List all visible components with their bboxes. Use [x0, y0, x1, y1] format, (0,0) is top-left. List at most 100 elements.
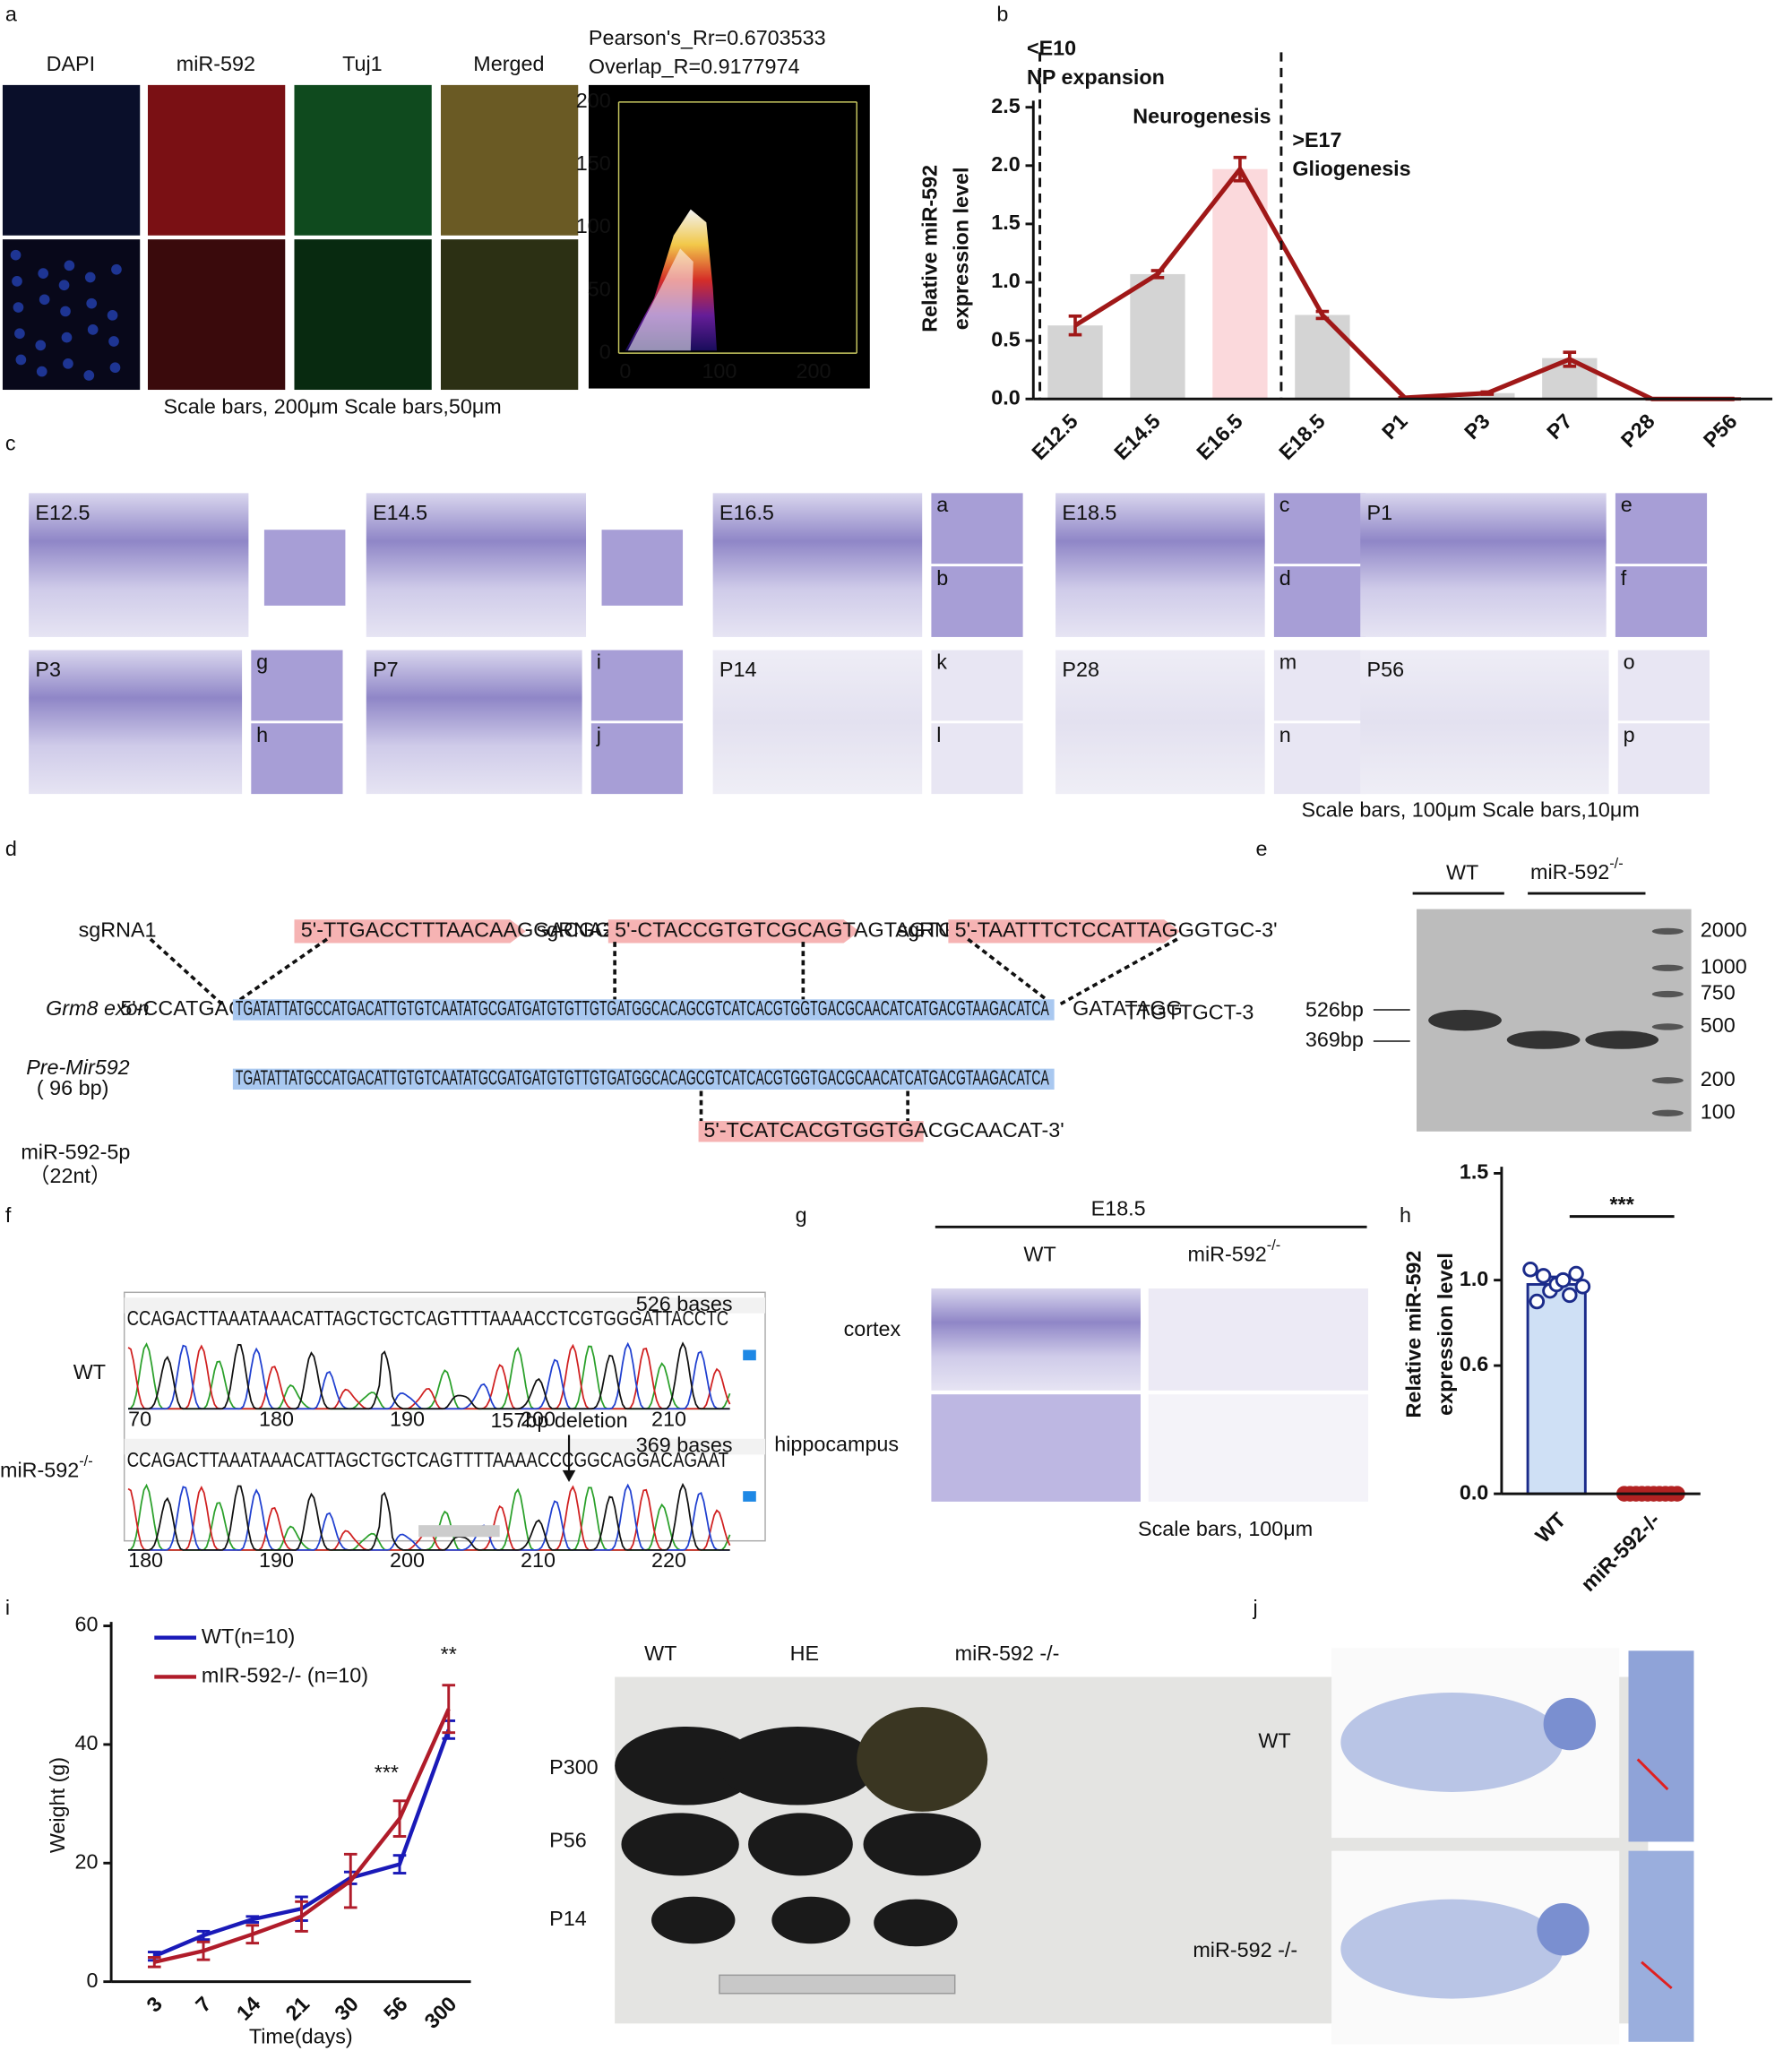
x-axis-label: Time(days) — [249, 2025, 353, 2048]
ladder-label: 200 — [1701, 1067, 1736, 1090]
row-label: P14 — [549, 1907, 587, 1930]
ladder-band — [1651, 964, 1684, 971]
gel-band — [1506, 1030, 1581, 1049]
inset-letter: h — [256, 723, 268, 746]
sgrna-name: sgRNA2 — [537, 918, 615, 942]
image — [294, 239, 432, 391]
y-axis-label: expression level — [950, 168, 973, 331]
error-bar — [196, 1940, 211, 1961]
significance: ** — [441, 1642, 457, 1666]
mouse — [857, 1707, 988, 1812]
flank: TTGTTGCT-3 — [1124, 1001, 1254, 1024]
nucleus — [13, 302, 24, 313]
nucleus — [35, 340, 47, 351]
x-tick-label: P28 — [1616, 409, 1659, 452]
panel-label: g — [796, 1203, 807, 1227]
exon-seq: TGATATTATGCCATGACATTGTGTCAATATGCGATGATGT… — [236, 996, 1049, 1020]
legend-label: WT(n=10) — [202, 1624, 295, 1648]
panel-label: c — [5, 432, 16, 455]
section-image — [1148, 1288, 1368, 1391]
annotation: 157bp deletion — [490, 1409, 627, 1432]
stage-label: E18.5 — [1091, 1197, 1146, 1220]
channel-label: Tuj1 — [342, 52, 383, 75]
label: miR-592-/- — [0, 1453, 93, 1481]
y-tick-label: 1.5 — [991, 211, 1020, 234]
inset-image — [1273, 650, 1366, 721]
legend-label: mIR-592-/- (n=10) — [202, 1664, 368, 1687]
row-label: miR-592 -/- — [1193, 1938, 1297, 1961]
panel-label: i — [5, 1596, 10, 1619]
exon-seq: TGATATTATGCCATGACATTGTGTCAATATGCGATGATGT… — [236, 1066, 1049, 1090]
x-tick-label: 56 — [379, 1992, 412, 2025]
sgrna-seq: 5'-TTGACCTTTAACAAGGACGG-3' — [301, 918, 634, 942]
brain — [1340, 1693, 1564, 1792]
inset-image — [590, 650, 684, 721]
error-bar — [392, 1799, 407, 1838]
panel-label: a — [5, 3, 17, 26]
column-label: WT — [1023, 1243, 1055, 1266]
x-tick-label: E18.5 — [1274, 409, 1330, 465]
nucleus — [63, 358, 73, 369]
inset-letter: e — [1621, 493, 1633, 516]
inset-letter: a — [936, 493, 948, 516]
panel-label: b — [996, 3, 1008, 26]
row-label: WT — [73, 1360, 106, 1383]
error-bar — [392, 1854, 407, 1874]
inset-image — [1628, 1850, 1694, 2042]
y-tick-label: 1.5 — [1460, 1160, 1488, 1184]
error-bar — [442, 1684, 456, 1735]
caption: Scale bars, 200μm Scale bars,50μm — [163, 395, 501, 418]
nucleus — [38, 268, 49, 279]
plot-tick: 100 — [702, 359, 737, 383]
plot-tick: 200 — [576, 89, 611, 112]
exon-box — [232, 1068, 1055, 1090]
error-bar — [196, 1929, 211, 1942]
sgrna-arrow — [948, 919, 1180, 944]
panel-label: h — [1400, 1203, 1411, 1227]
inset-letter: i — [597, 650, 601, 673]
stage-label: E12.5 — [35, 501, 90, 524]
inset-letter: g — [256, 650, 268, 673]
ladder-label: 750 — [1701, 981, 1736, 1004]
bar — [1047, 325, 1103, 400]
section-image — [366, 650, 582, 795]
seq-bar — [124, 1297, 766, 1314]
y-axis-label: Relative miR-592 — [918, 165, 942, 332]
image — [147, 239, 286, 391]
inset-image — [601, 530, 684, 606]
point — [1535, 1268, 1552, 1284]
y-tick-label: 0.0 — [991, 385, 1020, 409]
error-bar — [295, 1900, 308, 1933]
label-text: miR-592 — [0, 1458, 79, 1481]
position: 180 — [128, 1548, 163, 1572]
inset-image — [1628, 1650, 1694, 1842]
annotation: Neurogenesis — [1133, 105, 1271, 128]
sgrna-seq: 5'-CTACCGTGTCGCAGTAGTAGTGC -3' — [615, 918, 998, 942]
x-tick-label: P1 — [1377, 409, 1412, 444]
image — [294, 84, 432, 236]
image — [440, 84, 579, 236]
position: 210 — [521, 1548, 556, 1572]
caption: Scale bars, 100μm Scale bars,10μm — [1302, 797, 1640, 821]
y-tick-label: 20 — [75, 1849, 99, 1873]
row-label: hippocampus — [774, 1432, 899, 1455]
significance: *** — [375, 1761, 399, 1784]
caption: Scale bars, 100μm — [1138, 1517, 1313, 1540]
arrow — [1636, 1758, 1669, 1791]
inset-letter: n — [1279, 723, 1291, 746]
nucleus — [109, 362, 121, 374]
stat-label: Pearson's_Rr=0.6703533 — [589, 26, 826, 49]
row-label: cortex — [844, 1317, 901, 1340]
brain — [1340, 1899, 1564, 1999]
plot-tick: 100 — [576, 214, 611, 237]
sgrna-arrow — [294, 919, 526, 944]
section-image — [1055, 650, 1265, 795]
cerebellum — [1543, 1697, 1597, 1751]
arrow-head — [562, 1469, 576, 1482]
ruler — [719, 1974, 956, 1995]
plot-tick: 150 — [576, 151, 611, 175]
inset-letter: j — [596, 723, 601, 746]
stat-label: Overlap_R=0.9177974 — [589, 55, 800, 78]
y-axis-label: Weight (g) — [46, 1757, 69, 1853]
plot-tick: 50 — [588, 277, 611, 300]
